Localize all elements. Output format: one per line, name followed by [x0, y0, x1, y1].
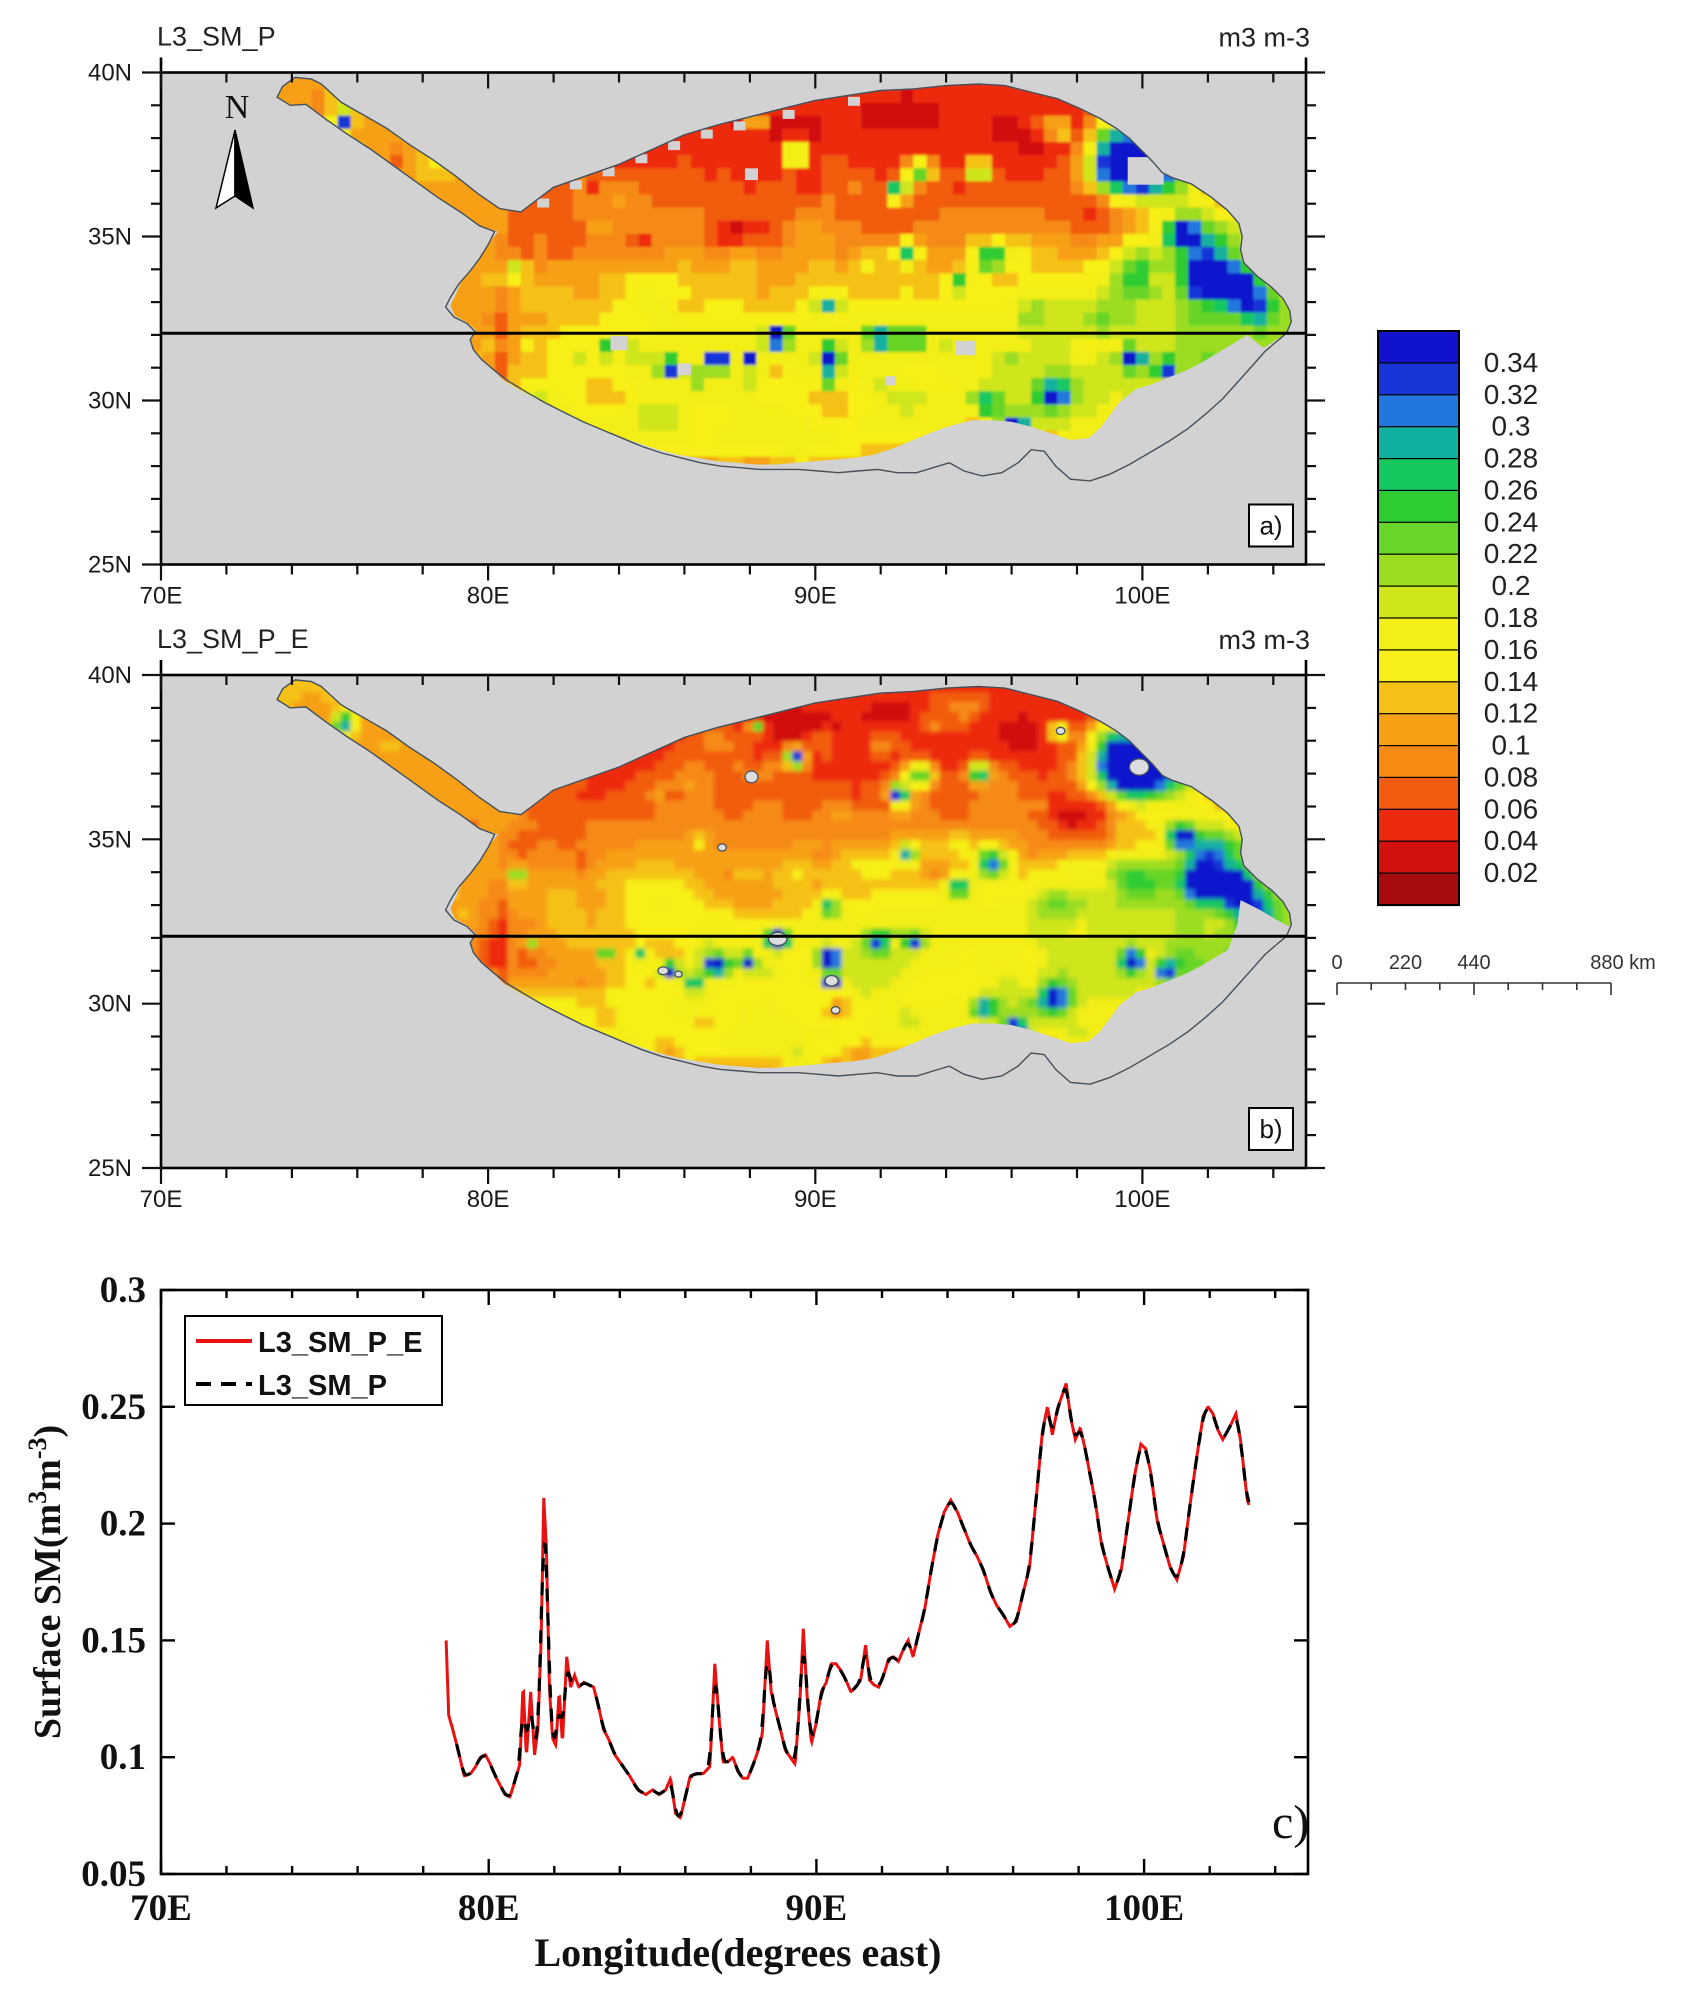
svg-text:0.3: 0.3: [1492, 411, 1531, 442]
svg-text:0.05: 0.05: [81, 1854, 146, 1895]
svg-text:25N: 25N: [88, 552, 132, 579]
svg-text:880 km: 880 km: [1590, 952, 1656, 974]
svg-text:c): c): [1272, 1796, 1309, 1849]
svg-text:0.22: 0.22: [1484, 538, 1539, 569]
svg-text:40N: 40N: [88, 662, 132, 689]
svg-text:0.26: 0.26: [1484, 474, 1539, 505]
svg-text:0.3: 0.3: [100, 1270, 146, 1311]
svg-text:440: 440: [1457, 952, 1490, 974]
svg-text:0.18: 0.18: [1484, 602, 1539, 633]
svg-text:40N: 40N: [88, 60, 132, 87]
svg-text:Surface SM(m3m-3): Surface SM(m3m-3): [23, 1425, 69, 1739]
svg-text:m3 m-3: m3 m-3: [1218, 23, 1310, 53]
svg-text:220: 220: [1389, 952, 1422, 974]
svg-text:0.12: 0.12: [1484, 698, 1539, 729]
svg-text:L3_SM_P: L3_SM_P: [258, 1370, 387, 1402]
svg-text:0.28: 0.28: [1484, 443, 1539, 474]
svg-text:0.32: 0.32: [1484, 379, 1539, 410]
svg-text:0.34: 0.34: [1484, 347, 1539, 378]
svg-text:a): a): [1259, 511, 1282, 541]
svg-text:70E: 70E: [130, 1888, 192, 1929]
svg-text:90E: 90E: [794, 583, 837, 610]
svg-text:90E: 90E: [786, 1888, 848, 1929]
svg-text:0.2: 0.2: [1492, 570, 1531, 601]
svg-text:25N: 25N: [88, 1155, 132, 1182]
svg-text:L3_SM_P_E: L3_SM_P_E: [258, 1327, 422, 1359]
svg-text:70E: 70E: [140, 1186, 183, 1213]
svg-text:0.16: 0.16: [1484, 634, 1539, 665]
svg-text:30N: 30N: [88, 388, 132, 415]
svg-text:0.24: 0.24: [1484, 506, 1539, 537]
svg-text:0.1: 0.1: [100, 1737, 146, 1778]
svg-text:35N: 35N: [88, 826, 132, 853]
svg-text:0: 0: [1331, 952, 1342, 974]
svg-text:N: N: [225, 89, 250, 126]
svg-text:L3_SM_P_E: L3_SM_P_E: [157, 624, 309, 654]
svg-text:b): b): [1259, 1114, 1282, 1144]
svg-text:L3_SM_P: L3_SM_P: [157, 22, 276, 52]
svg-text:0.15: 0.15: [81, 1620, 146, 1661]
svg-text:0.06: 0.06: [1484, 793, 1539, 824]
svg-text:35N: 35N: [88, 224, 132, 251]
svg-text:100E: 100E: [1114, 583, 1170, 610]
svg-text:0.08: 0.08: [1484, 761, 1539, 792]
svg-text:80E: 80E: [458, 1888, 520, 1929]
svg-text:80E: 80E: [467, 1186, 510, 1213]
svg-text:0.04: 0.04: [1484, 825, 1539, 856]
svg-text:0.1: 0.1: [1492, 730, 1531, 761]
svg-text:0.02: 0.02: [1484, 857, 1539, 888]
svg-text:70E: 70E: [140, 583, 183, 610]
svg-text:80E: 80E: [467, 583, 510, 610]
svg-text:0.25: 0.25: [81, 1387, 146, 1428]
svg-text:100E: 100E: [1114, 1186, 1170, 1213]
svg-text:0.14: 0.14: [1484, 666, 1539, 697]
svg-text:m3 m-3: m3 m-3: [1218, 625, 1310, 655]
svg-text:100E: 100E: [1104, 1888, 1184, 1929]
svg-text:90E: 90E: [794, 1186, 837, 1213]
svg-text:Longitude(degrees east): Longitude(degrees east): [535, 1930, 942, 1975]
svg-text:30N: 30N: [88, 991, 132, 1018]
svg-text:0.2: 0.2: [100, 1504, 146, 1545]
